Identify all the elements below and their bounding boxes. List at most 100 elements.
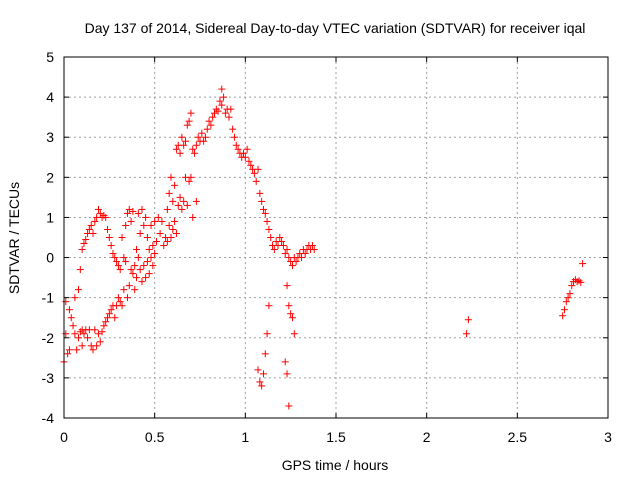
data-point — [198, 129, 206, 137]
data-point — [559, 312, 567, 320]
data-point — [123, 209, 131, 217]
data-point — [259, 205, 267, 213]
data-point — [258, 197, 266, 205]
data-point — [259, 370, 267, 378]
data-point — [102, 213, 110, 221]
data-point — [227, 105, 235, 113]
data-point — [169, 197, 177, 205]
data-point — [151, 250, 159, 258]
data-point — [114, 294, 122, 302]
data-point — [283, 370, 291, 378]
data-point — [218, 85, 226, 93]
data-point — [310, 246, 318, 254]
data-point — [256, 189, 264, 197]
data-points — [60, 85, 587, 410]
data-point — [94, 205, 102, 213]
data-point — [568, 282, 576, 290]
data-point — [62, 330, 70, 338]
data-point — [167, 173, 175, 181]
data-point — [104, 314, 112, 322]
data-point — [94, 330, 102, 338]
data-point — [172, 145, 180, 153]
data-point — [116, 298, 124, 306]
data-point — [176, 149, 184, 157]
data-point — [89, 346, 97, 354]
data-point — [245, 157, 253, 165]
x-tick-label: 1 — [241, 429, 249, 445]
data-point — [125, 205, 133, 213]
data-point — [285, 402, 293, 410]
x-tick-label: 0 — [60, 429, 68, 445]
data-point — [65, 306, 73, 314]
data-point — [152, 238, 160, 246]
data-point — [142, 213, 150, 221]
data-point — [566, 290, 574, 298]
data-point — [93, 342, 101, 350]
data-point — [160, 242, 168, 250]
data-point — [127, 266, 135, 274]
data-point — [463, 330, 471, 338]
data-point — [82, 236, 90, 244]
y-tick-label: 2 — [46, 169, 54, 185]
data-point — [75, 286, 83, 294]
data-point — [122, 221, 130, 229]
x-tick-label: 1.5 — [326, 429, 346, 445]
y-ticks: -4 -3 -2 -1 0 1 2 3 4 5 — [42, 49, 608, 426]
data-point — [564, 294, 572, 302]
data-point — [254, 366, 262, 374]
data-point — [118, 302, 126, 310]
data-point — [133, 246, 141, 254]
data-point — [174, 201, 182, 209]
data-point — [163, 205, 171, 213]
data-point — [579, 260, 587, 268]
data-point — [78, 246, 86, 254]
data-point — [100, 322, 108, 330]
data-point — [283, 246, 291, 254]
data-point — [151, 217, 159, 225]
data-point — [134, 254, 142, 262]
data-point — [64, 350, 72, 358]
data-point — [131, 262, 139, 270]
x-tick-label: 0.5 — [145, 429, 165, 445]
data-point — [75, 334, 83, 342]
data-point — [145, 270, 153, 278]
chart-title: Day 137 of 2014, Sidereal Day-to-day VTE… — [85, 20, 586, 36]
data-point — [252, 177, 260, 185]
data-point — [278, 238, 286, 246]
data-point — [281, 358, 289, 366]
data-point — [169, 225, 177, 233]
data-point — [176, 193, 184, 201]
data-point — [575, 277, 583, 285]
data-point — [240, 149, 248, 157]
data-point — [201, 133, 209, 141]
y-tick-label: 0 — [46, 250, 54, 266]
data-point — [211, 109, 219, 117]
data-point — [180, 197, 188, 205]
data-point — [288, 262, 296, 270]
data-point — [142, 274, 150, 282]
data-point — [78, 342, 86, 350]
data-point — [102, 318, 110, 326]
data-point — [91, 217, 99, 225]
data-point — [134, 209, 142, 217]
data-point — [218, 101, 226, 109]
data-point — [250, 169, 258, 177]
y-axis-label: SDTVAR / TECUs — [6, 182, 22, 294]
data-point — [143, 258, 151, 266]
data-point — [116, 266, 124, 274]
data-point — [185, 117, 193, 125]
data-point — [129, 207, 137, 215]
data-point — [165, 221, 173, 229]
data-point — [120, 254, 128, 262]
data-point — [281, 250, 289, 258]
data-point — [109, 250, 117, 258]
data-point — [216, 97, 224, 105]
data-point — [80, 240, 88, 248]
data-point — [288, 314, 296, 322]
data-point — [229, 125, 237, 133]
data-point — [143, 234, 151, 241]
y-tick-label: 1 — [46, 209, 54, 225]
data-point — [129, 270, 137, 278]
data-point — [96, 209, 104, 217]
